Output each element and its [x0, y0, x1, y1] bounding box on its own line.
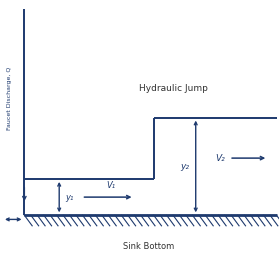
Text: y₁: y₁: [65, 193, 74, 202]
Text: Faucet Discharge, Q: Faucet Discharge, Q: [6, 67, 11, 130]
Text: V₂: V₂: [215, 154, 225, 163]
Text: Hydraulic Jump: Hydraulic Jump: [139, 84, 208, 93]
Text: V₁: V₁: [106, 181, 115, 190]
Text: y₂: y₂: [181, 162, 190, 171]
Text: Sink Bottom: Sink Bottom: [123, 242, 174, 251]
